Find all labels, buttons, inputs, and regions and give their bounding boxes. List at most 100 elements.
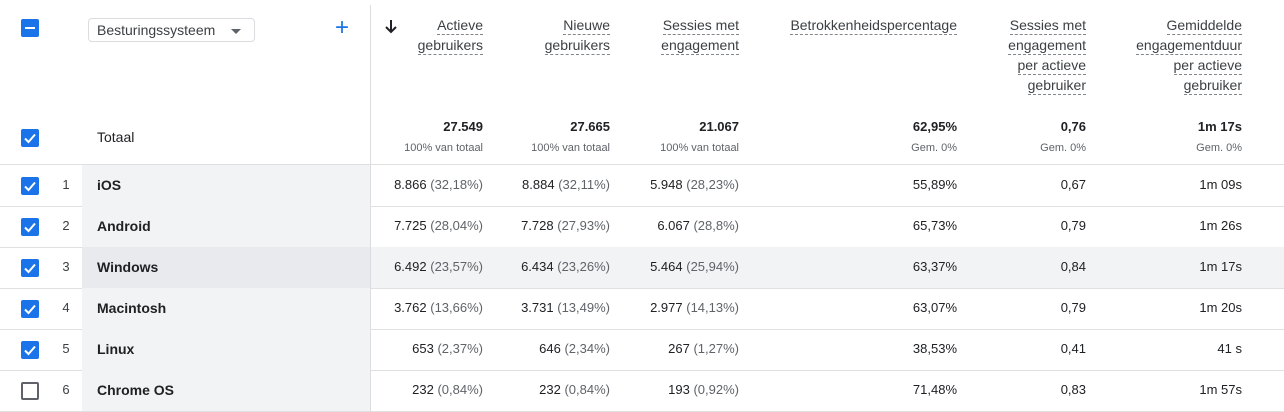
row-os-name[interactable]: Macintosh [97, 300, 167, 316]
col-header-line: Nieuwe [563, 17, 610, 35]
cell-engaged-sessions-per-user: 0,83 [1061, 382, 1086, 397]
totals-checkbox-icon[interactable] [21, 129, 39, 147]
table-row[interactable]: 4 Macintosh 3.762 (13,66%) 3.731 (13,49%) 2.… [0, 288, 1284, 329]
select-all-checkbox-icon[interactable] [21, 19, 39, 37]
cell-value: 232 [539, 382, 561, 397]
cell-active-users: 8.866 (32,18%) [394, 177, 483, 192]
row-dimension-cell [82, 288, 370, 329]
total-avg-engagement-time: 1m 17s [1197, 119, 1242, 134]
row-os-name[interactable]: Chrome OS [97, 382, 175, 398]
row-checkbox-icon[interactable] [21, 259, 39, 277]
cell-engagement-rate: 38,53% [913, 341, 957, 356]
arrow-down-icon[interactable] [384, 18, 398, 36]
cell-value: 0,79 [1060, 300, 1086, 315]
row-checkbox-icon[interactable] [21, 382, 39, 400]
cell-value: 8.884 [522, 177, 555, 192]
cell-active-users: 3.762 (13,66%) [394, 300, 483, 315]
row-number: 3 [62, 259, 70, 274]
cell-value: 7.725 [394, 218, 427, 233]
cell-engaged-sessions-per-user: 0,79 [1061, 218, 1086, 233]
cell-percentage: (28,8%) [689, 218, 739, 233]
cell-active-users: 6.492 (23,57%) [394, 259, 483, 274]
row-os-name[interactable]: Windows [97, 259, 159, 275]
cell-value: 6.492 [394, 259, 427, 274]
total-sub-active-users: 100% van totaal [404, 142, 483, 154]
cell-value: 1m 57s [1199, 382, 1242, 397]
col-header-line: engagement [661, 37, 739, 55]
row-number: 4 [62, 300, 70, 315]
cell-value: 5.464 [650, 259, 683, 274]
cell-value: 646 [539, 341, 561, 356]
cell-value: 65,73% [912, 218, 957, 233]
row-checkbox-icon[interactable] [21, 341, 39, 359]
cell-engaged-sessions-per-user: 0,84 [1061, 259, 1086, 274]
cell-value: 8.866 [394, 177, 427, 192]
cell-engaged-sessions: 5.948 (28,23%) [650, 177, 739, 192]
row-os-name[interactable]: Android [97, 218, 151, 234]
col-header-avg-engagement-time[interactable]: Gemiddelde engagementduur per actieve gebru… [1136, 15, 1242, 95]
row-dimension-cell [82, 329, 370, 370]
cell-active-users: 232 (0,84%) [412, 382, 483, 397]
table-row[interactable]: 2 Android 7.725 (28,04%) 7.728 (27,93%) 6.06… [0, 206, 1284, 247]
cell-value: 55,89% [912, 177, 957, 192]
cell-value: 653 [412, 341, 434, 356]
row-divider [0, 370, 1284, 371]
cell-engaged-sessions-per-user: 0,79 [1061, 300, 1086, 315]
cell-percentage: (27,93%) [553, 218, 610, 233]
cell-engaged-sessions: 193 (0,92%) [668, 382, 739, 397]
cell-avg-engagement-time: 1m 17s [1199, 259, 1242, 274]
row-number: 5 [62, 341, 70, 356]
cell-value: 5.948 [650, 177, 683, 192]
total-sub-avg-engagement-time: Gem. 0% [1196, 142, 1242, 154]
cell-engaged-sessions: 5.464 (25,94%) [650, 259, 739, 274]
col-header-line: Actieve [437, 17, 483, 35]
cell-percentage: (32,18%) [426, 177, 483, 192]
table-row[interactable]: 3 Windows 6.492 (23,57%) 6.434 (23,26%) 5.46… [0, 247, 1284, 288]
row-checkbox-icon[interactable] [21, 300, 39, 318]
table-row[interactable]: 1 iOS 8.866 (32,18%) 8.884 (32,11%) 5.948 (2… [0, 165, 1284, 206]
cell-percentage: (14,13%) [682, 300, 739, 315]
table-row[interactable]: 5 Linux 653 (2,37%) 646 (2,34%) 267 (1,27%) 3… [0, 329, 1284, 370]
row-divider [0, 206, 1284, 207]
cell-value: 1m 17s [1199, 259, 1242, 274]
row-number: 6 [62, 382, 70, 397]
row-checkbox-icon[interactable] [21, 177, 39, 195]
row-divider [0, 329, 1284, 330]
cell-value: 1m 09s [1199, 177, 1242, 192]
col-header-line: gebruikers [417, 37, 483, 55]
cell-value: 193 [668, 382, 690, 397]
col-header-line: Betrokkenheidspercentage [790, 17, 957, 35]
cell-new-users: 8.884 (32,11%) [522, 177, 610, 192]
col-header-engaged-sessions-per-user[interactable]: Sessies met engagement per actieve gebruike… [1008, 15, 1086, 95]
cell-engaged-sessions: 267 (1,27%) [668, 341, 739, 356]
cell-percentage: (2,34%) [560, 341, 610, 356]
total-active-users: 27.549 [443, 119, 483, 134]
col-header-active-users[interactable]: Actieve gebruikers [417, 15, 483, 55]
cell-active-users: 7.725 (28,04%) [394, 218, 483, 233]
cell-percentage: (1,27%) [689, 341, 739, 356]
cell-percentage: (2,37%) [433, 341, 483, 356]
col-header-new-users[interactable]: Nieuwe gebruikers [544, 15, 610, 55]
cell-percentage: (13,66%) [426, 300, 483, 315]
dimension-select-label: Besturingssysteem [97, 22, 216, 38]
cell-value: 1m 20s [1199, 300, 1242, 315]
col-header-line: gebruikers [544, 37, 610, 55]
cell-avg-engagement-time: 1m 57s [1199, 382, 1242, 397]
row-checkbox-icon[interactable] [21, 218, 39, 236]
row-divider [0, 164, 1284, 165]
cell-new-users: 7.728 (27,93%) [521, 218, 610, 233]
row-os-name[interactable]: iOS [97, 177, 122, 193]
add-dimension-plus-icon[interactable]: + [334, 14, 349, 41]
table-row[interactable]: 6 Chrome OS 232 (0,84%) 232 (0,84%) 193 (0,9… [0, 370, 1284, 411]
cell-engagement-rate: 63,07% [913, 300, 957, 315]
dimension-select[interactable]: Besturingssysteem [88, 18, 255, 42]
cell-percentage: (0,92%) [689, 382, 739, 397]
cell-value: 0,67 [1060, 177, 1086, 192]
col-header-line: per actieve [1173, 57, 1242, 75]
cell-value: 0,79 [1060, 218, 1086, 233]
row-os-name[interactable]: Linux [97, 341, 135, 357]
col-header-engagement-rate[interactable]: Betrokkenheidspercentage [790, 15, 957, 35]
cell-avg-engagement-time: 1m 26s [1199, 218, 1242, 233]
col-header-engaged-sessions[interactable]: Sessies met engagement [661, 15, 739, 55]
cell-new-users: 3.731 (13,49%) [521, 300, 610, 315]
